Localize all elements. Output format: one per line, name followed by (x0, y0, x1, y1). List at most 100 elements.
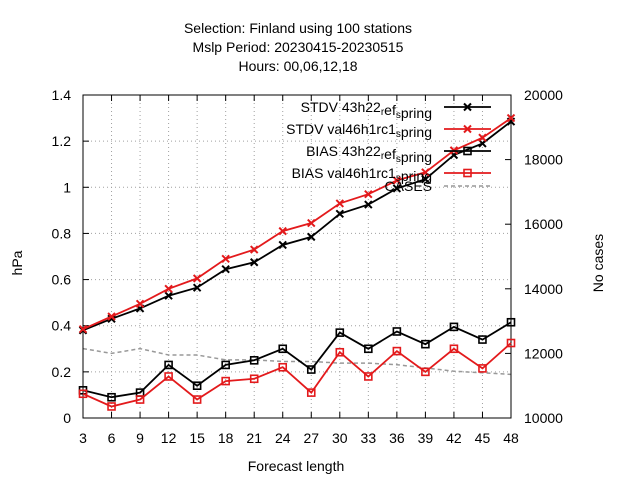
y2-tick-label: 12000 (524, 345, 563, 361)
series-3-point (478, 335, 487, 344)
series-2-point (307, 218, 316, 228)
series-4-point (249, 374, 259, 384)
x-tick-label: 9 (136, 430, 144, 446)
series-2-point (506, 113, 516, 123)
chart-title: Selection: Finland using 100 stations Ms… (184, 20, 412, 74)
series-1-point (221, 264, 230, 274)
series-4-point (478, 364, 487, 373)
series-2-point (107, 312, 116, 321)
series-2 (78, 113, 516, 334)
series-3-point (449, 322, 459, 332)
series-3-point (506, 317, 516, 327)
x-tick-label: 15 (189, 430, 205, 446)
series-1-point (335, 209, 345, 219)
x-tick-label: 3 (79, 430, 87, 446)
series-3 (78, 317, 516, 402)
series-1-point (107, 314, 116, 323)
series-2-point (135, 299, 145, 309)
plot-frame (82, 94, 512, 419)
series-3-point (164, 360, 173, 370)
series-3-point (335, 328, 345, 337)
x-tick-label: 36 (389, 430, 405, 446)
series-3-point (107, 392, 116, 402)
series-3-line (82, 321, 512, 399)
series-4-point (421, 367, 430, 377)
series-1 (78, 117, 516, 335)
x-axis-label: Forecast length (248, 458, 345, 474)
y2-tick-label: 14000 (524, 281, 563, 297)
series-2-point (392, 176, 402, 185)
series-1-point (421, 175, 430, 184)
series-3-point (221, 360, 230, 370)
y-tick-label: 1.4 (52, 87, 72, 103)
x-tick-label: 27 (303, 430, 319, 446)
grid-lines (83, 95, 511, 418)
series-3-point (421, 339, 430, 349)
y-tick-label: 0.4 (52, 318, 72, 334)
series-2-line (82, 117, 512, 331)
series-4-point (78, 389, 88, 399)
series-2-point (192, 274, 202, 283)
legend-label-3: BIAS 43h22refspring (306, 143, 432, 165)
series-1-point (278, 240, 287, 250)
series-3-point (278, 344, 288, 354)
series-2-point (478, 133, 487, 142)
x-tick-label: 39 (418, 430, 434, 446)
x-tick-label: 30 (332, 430, 348, 446)
series-5-line (82, 347, 512, 376)
series-3-point (392, 327, 402, 336)
data-series (78, 113, 516, 411)
series-1-point (307, 232, 316, 242)
series-4-point (335, 347, 345, 357)
series-4-point (278, 362, 288, 372)
series-4-point (164, 372, 173, 381)
series-4-point (221, 376, 230, 386)
y-tick-label: 0.6 (52, 272, 72, 288)
y-tick-label: 0.8 (52, 225, 72, 241)
title-line-3: Hours: 00,06,12,18 (238, 58, 357, 74)
series-1-point (192, 283, 202, 292)
series-3-point (192, 381, 202, 391)
series-4-point (392, 346, 402, 356)
series-2-point (164, 284, 173, 294)
y2-tick-label: 20000 (524, 87, 563, 103)
series-2-point (221, 254, 230, 264)
legend-marker-2 (463, 124, 472, 134)
y-tick-label: 1.2 (52, 133, 72, 149)
x-tick-label: 21 (246, 430, 262, 446)
series-4-point (506, 338, 516, 348)
series-1-line (82, 120, 512, 332)
series-2-point (78, 324, 88, 334)
legend-marker-1 (463, 102, 472, 112)
y-axis-label: hPa (9, 250, 25, 275)
x-tick-label: 48 (503, 430, 519, 446)
x-tick-label: 12 (161, 430, 177, 446)
series-4-point (449, 344, 459, 354)
x-tick-label: 42 (446, 430, 462, 446)
x-tick-label: 45 (475, 430, 491, 446)
y-tick-label: 0 (63, 410, 71, 426)
series-2-point (249, 245, 259, 254)
series-3-point (249, 356, 259, 365)
legend-label-4: BIAS val46h1rc1spring (292, 165, 432, 184)
y2-tick-label: 10000 (524, 410, 563, 426)
title-line-1: Selection: Finland using 100 stations (184, 20, 412, 36)
cases-series (82, 347, 512, 376)
series-5 (82, 347, 512, 376)
series-4-point (364, 372, 373, 381)
series-1-point (392, 184, 402, 193)
series-4-point (135, 395, 145, 404)
series-1-point (249, 258, 259, 267)
legend-label-2: STDV val46h1rc1spring (286, 121, 432, 140)
legend-marker-3 (463, 146, 472, 156)
x-tick-label: 33 (361, 430, 377, 446)
y2-tick-label: 18000 (524, 152, 563, 168)
legend-label-5: CASES (385, 178, 432, 194)
series-4-point (107, 402, 116, 411)
y2-tick-label: 16000 (524, 216, 563, 232)
series-2-point (278, 226, 287, 236)
series-4-point (306, 388, 316, 397)
series-4-point (192, 395, 202, 404)
